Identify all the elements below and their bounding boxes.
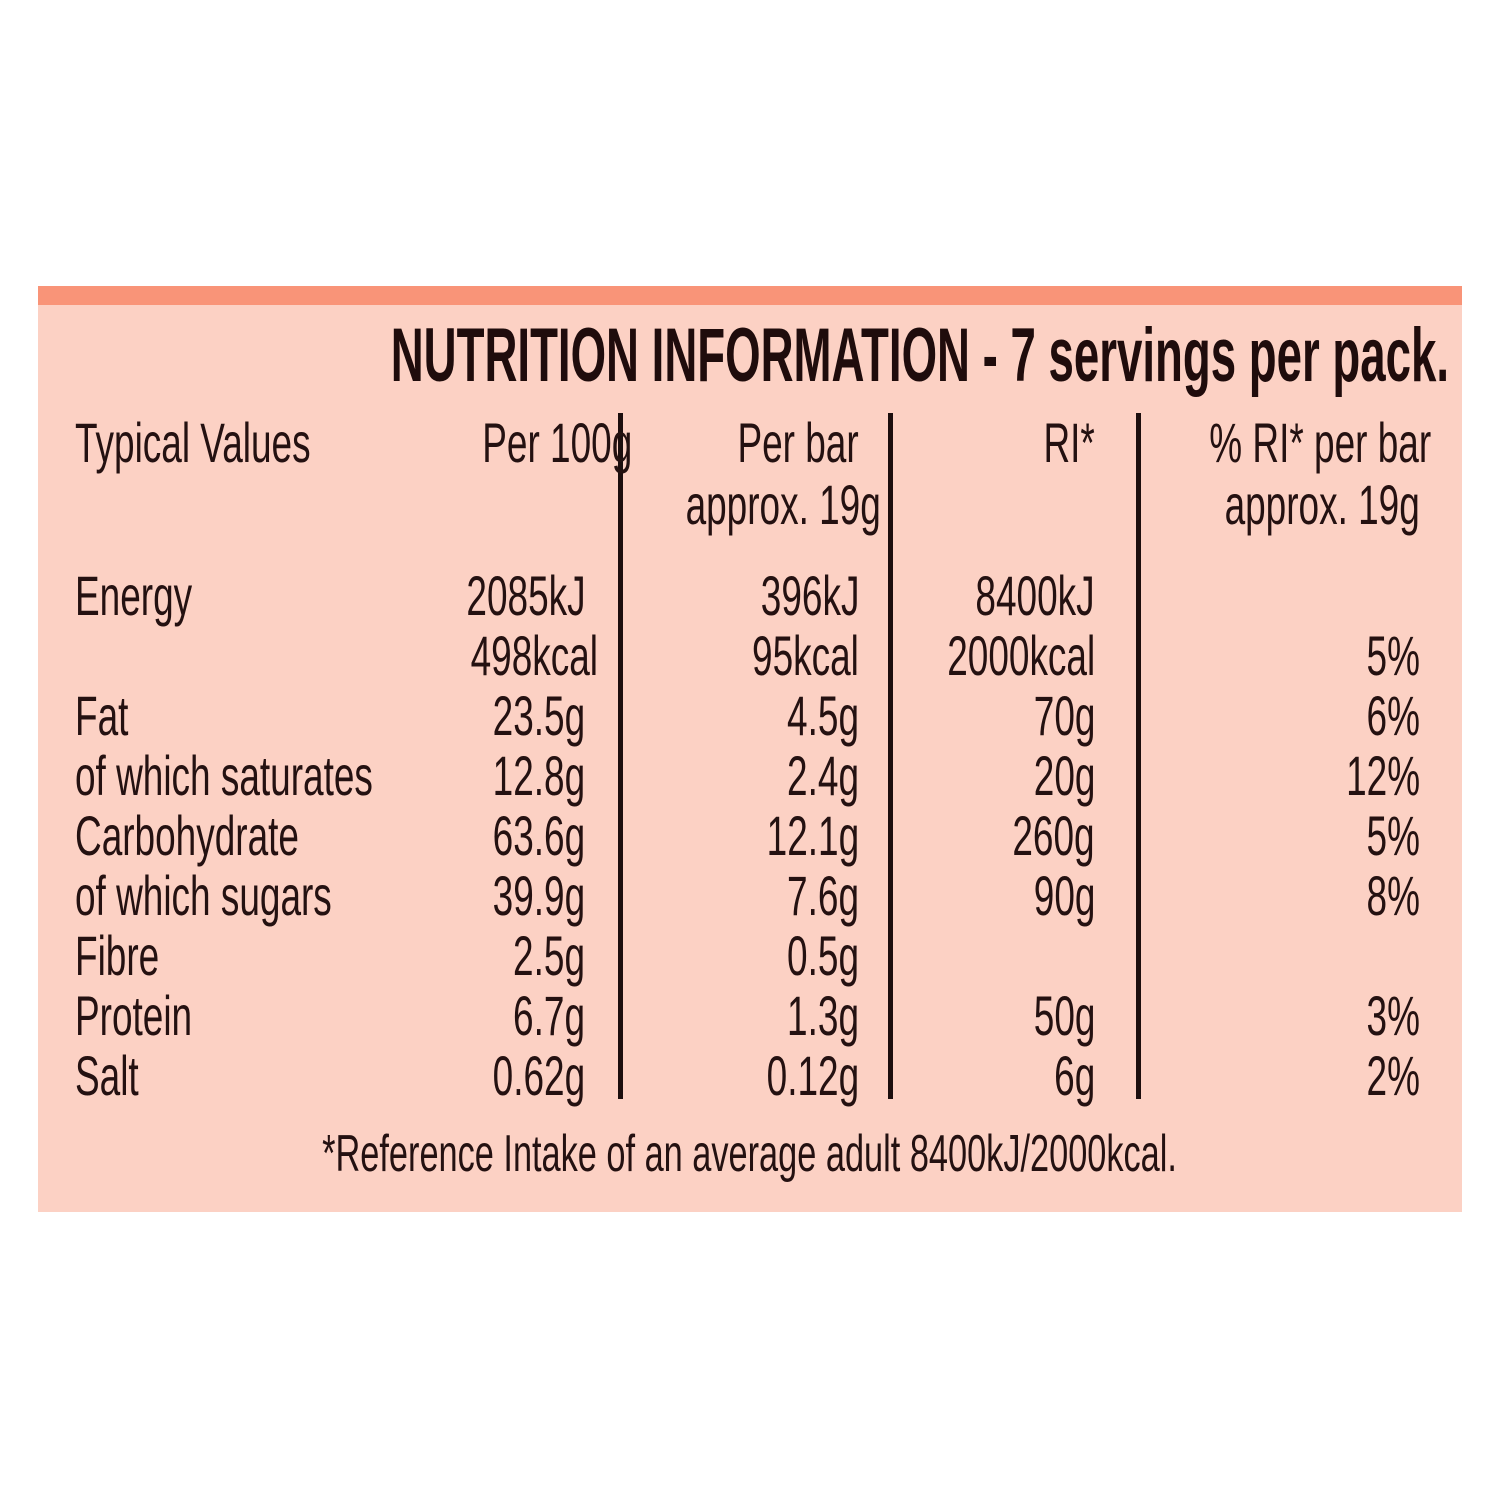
table-row: Fat 23.5g 4.5g 70g 6% <box>75 686 1420 746</box>
value-ri: 90g <box>1033 864 1095 927</box>
value-per-100g: 39.9g <box>492 864 585 927</box>
row-label: Protein <box>75 984 193 1047</box>
header-per-100g: Per 100g <box>482 411 633 474</box>
reference-intake-footnote-text: *Reference Intake of an average adult 84… <box>322 1125 1178 1183</box>
table-row: of which sugars 39.9g 7.6g 90g 8% <box>75 866 1420 926</box>
value-ri: 70g <box>1033 684 1095 747</box>
reference-intake-footnote: *Reference Intake of an average adult 84… <box>38 1122 1462 1186</box>
value-per-100g: 2.5g <box>513 924 585 987</box>
value-per-bar: 4.5g <box>787 684 859 747</box>
row-label: Fibre <box>75 924 160 987</box>
table-row: of which saturates 12.8g 2.4g 20g 12% <box>75 746 1420 806</box>
header-ri: RI* <box>1043 411 1095 474</box>
table-row: Energy 2085kJ 396kJ 8400kJ <box>75 566 1420 626</box>
value-ri <box>859 926 1095 986</box>
column-divider-1 <box>618 413 623 1099</box>
column-divider-3 <box>1136 413 1141 1099</box>
value-pct-ri: 2% <box>1366 1044 1420 1107</box>
header-pct-ri-per-bar: % RI* per bar approx. 19g <box>1209 411 1432 536</box>
value-per-100g: 498kcal <box>470 624 599 687</box>
value-pct-ri <box>1095 926 1420 986</box>
table-row: Carbohydrate 63.6g 12.1g 260g 5% <box>75 806 1420 866</box>
value-per-bar: 2.4g <box>787 744 859 807</box>
nutrition-table: Typical Values Per 100g Per bar approx. … <box>75 411 1432 1106</box>
row-label: Energy <box>75 564 193 627</box>
value-per-bar: 0.5g <box>787 924 859 987</box>
value-per-100g: 23.5g <box>492 684 585 747</box>
value-per-bar: 7.6g <box>787 864 859 927</box>
table-row: 498kcal 95kcal 2000kcal 5% <box>75 626 1420 686</box>
value-per-bar: 396kJ <box>760 564 859 627</box>
value-per-100g: 12.8g <box>492 744 585 807</box>
table-row: Salt 0.62g 0.12g 6g 2% <box>75 1046 1420 1106</box>
row-label: of which saturates <box>75 744 373 807</box>
value-per-bar: 0.12g <box>766 1044 859 1107</box>
table-body: Energy 2085kJ 396kJ 8400kJ 498kcal 95kca… <box>75 566 1420 1106</box>
accent-bar <box>38 286 1462 305</box>
column-divider-2 <box>888 413 893 1099</box>
row-label: Salt <box>75 1044 139 1107</box>
value-pct-ri: 3% <box>1366 984 1420 1047</box>
value-ri: 260g <box>1012 804 1095 867</box>
nutrition-title-text: NUTRITION INFORMATION - 7 servings per p… <box>390 313 1449 398</box>
nutrition-panel: NUTRITION INFORMATION - 7 servings per p… <box>38 286 1462 1212</box>
value-per-100g: 0.62g <box>492 1044 585 1107</box>
row-label <box>75 626 405 686</box>
value-pct-ri: 12% <box>1346 744 1420 807</box>
value-ri: 8400kJ <box>975 564 1095 627</box>
value-pct-ri: 6% <box>1366 684 1420 747</box>
value-per-100g: 2085kJ <box>466 564 586 627</box>
header-typical-values: Typical Values <box>75 411 311 474</box>
row-label: Carbohydrate <box>75 804 299 867</box>
value-ri: 50g <box>1033 984 1095 1047</box>
value-ri: 2000kcal <box>947 624 1095 687</box>
table-row: Protein 6.7g 1.3g 50g 3% <box>75 986 1420 1046</box>
table-header-row: Typical Values Per 100g Per bar approx. … <box>75 411 1432 536</box>
value-per-100g: 6.7g <box>513 984 585 1047</box>
value-ri: 20g <box>1033 744 1095 807</box>
row-label: Fat <box>75 684 129 747</box>
value-per-bar: 12.1g <box>766 804 859 867</box>
value-pct-ri: 5% <box>1366 804 1420 867</box>
value-pct-ri: 5% <box>1366 624 1420 687</box>
value-pct-ri <box>1095 566 1420 626</box>
row-label: of which sugars <box>75 864 332 927</box>
value-per-bar: 1.3g <box>787 984 859 1047</box>
nutrition-title: NUTRITION INFORMATION - 7 servings per p… <box>38 316 1462 396</box>
table-row: Fibre 2.5g 0.5g <box>75 926 1420 986</box>
value-per-bar: 95kcal <box>752 624 859 687</box>
value-pct-ri: 8% <box>1366 864 1420 927</box>
value-ri: 6g <box>1053 1044 1095 1107</box>
value-per-100g: 63.6g <box>492 804 585 867</box>
header-per-bar: Per bar approx. 19g <box>685 411 881 536</box>
